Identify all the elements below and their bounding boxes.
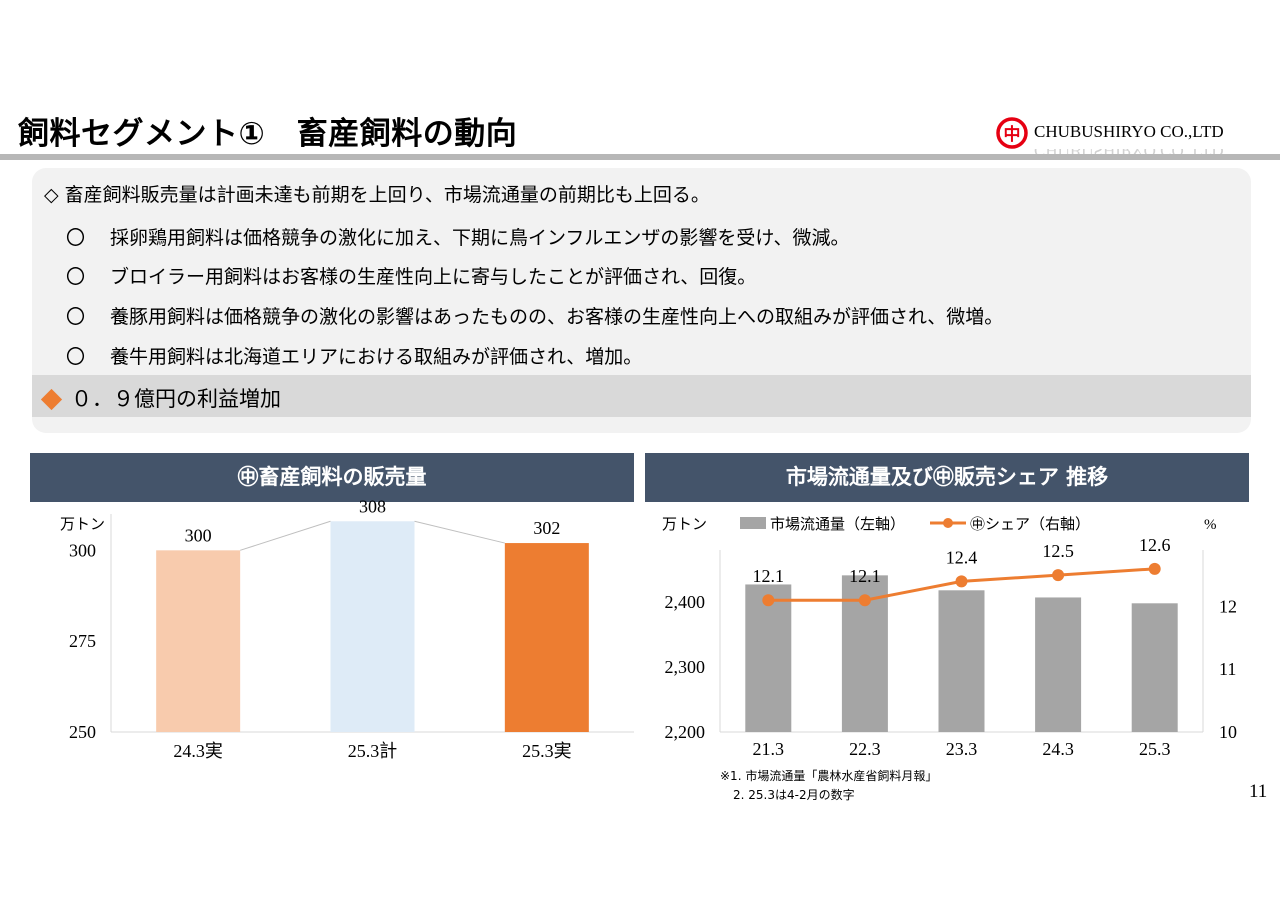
summary-item: 〇 採卵鶏用飼料は価格競争の激化に加え、下期に鳥インフルエンザの影響を受け、微減。 bbox=[66, 223, 849, 250]
profit-text: ０．９億円の利益増加 bbox=[71, 387, 281, 411]
footnote-2: 2. 25.3は4-2月の数字 bbox=[733, 788, 855, 802]
summary-item: 〇 養牛用飼料は北海道エリアにおける取組みが評価され、増加。 bbox=[66, 342, 642, 369]
share-point bbox=[955, 575, 968, 588]
y2-axis-label: % bbox=[1204, 517, 1217, 533]
share-point bbox=[762, 594, 775, 607]
header-rule bbox=[0, 154, 1280, 160]
y2-tick-label: 11 bbox=[1219, 659, 1236, 679]
bar bbox=[330, 521, 415, 732]
profit-line: ０．９億円の利益増加 bbox=[38, 383, 281, 413]
profit-band bbox=[32, 375, 1251, 417]
y-tick-label: 2,300 bbox=[665, 657, 706, 677]
bar-value-label: 300 bbox=[185, 525, 212, 545]
x-tick-label: 25.3実 bbox=[522, 741, 572, 761]
x-tick-label: 25.3計 bbox=[348, 741, 398, 761]
legend-bar-label: 市場流通量（左軸） bbox=[770, 516, 905, 533]
y2-tick-label: 12 bbox=[1219, 596, 1237, 616]
x-tick-label: 23.3 bbox=[946, 739, 978, 759]
share-point bbox=[858, 594, 871, 607]
bar bbox=[938, 590, 985, 732]
summary-item: 〇 ブロイラー用飼料はお客様の生産性向上に寄与したことが評価され、回復。 bbox=[66, 262, 756, 289]
page-title: 飼料セグメント① 畜産飼料の動向 bbox=[18, 116, 518, 152]
bar bbox=[156, 550, 241, 732]
company-logo: 中 bbox=[996, 117, 1028, 149]
legend-line-label: ㊥シェア（右軸） bbox=[970, 516, 1090, 533]
y-tick-label: 275 bbox=[69, 631, 96, 651]
bar bbox=[1035, 597, 1082, 732]
footnote-1: ※1. 市場流通量「農林水産省飼料月報」 bbox=[720, 769, 938, 783]
legend-line-marker bbox=[943, 518, 953, 528]
bar bbox=[504, 543, 589, 732]
bar-connector-line bbox=[414, 520, 505, 544]
bar-connector-line bbox=[240, 520, 331, 551]
y-tick-label: 250 bbox=[69, 722, 96, 742]
x-tick-label: 25.3 bbox=[1139, 739, 1171, 759]
share-value-label: 12.1 bbox=[753, 566, 785, 586]
legend-bar-swatch bbox=[740, 517, 766, 529]
bullet-circle: 〇 bbox=[66, 306, 86, 328]
bar-value-label: 302 bbox=[533, 518, 560, 538]
company-name: CHUBUSHIRYO CO.,LTD bbox=[1034, 122, 1224, 141]
summary-item-text: 採卵鶏用飼料は価格競争の激化に加え、下期に鳥インフルエンザの影響を受け、微減。 bbox=[110, 227, 850, 249]
bullet-circle: 〇 bbox=[66, 227, 86, 249]
x-tick-label: 22.3 bbox=[849, 739, 881, 759]
summary-main: ◇ 畜産飼料販売量は計画未達も前期を上回り、市場流通量の前期比も上回る。 bbox=[44, 184, 710, 206]
y-axis-label: 万トン bbox=[60, 517, 105, 533]
x-tick-label: 24.3実 bbox=[173, 741, 223, 761]
x-tick-label: 24.3 bbox=[1042, 739, 1074, 759]
y-tick-label: 300 bbox=[69, 540, 96, 560]
bullet-circle: 〇 bbox=[66, 346, 86, 368]
y2-tick-label: 10 bbox=[1219, 722, 1237, 742]
share-value-label: 12.5 bbox=[1042, 541, 1074, 561]
x-tick-label: 21.3 bbox=[753, 739, 785, 759]
share-value-label: 12.1 bbox=[849, 566, 881, 586]
y-tick-label: 2,200 bbox=[665, 722, 706, 742]
svg-text:中: 中 bbox=[1004, 124, 1021, 145]
y-axis-label: 万トン bbox=[662, 517, 707, 533]
share-point bbox=[1052, 569, 1065, 582]
bar-value-label: 308 bbox=[359, 496, 386, 516]
share-value-label: 12.6 bbox=[1139, 535, 1171, 555]
summary-item: 〇 養豚用飼料は価格競争の激化の影響はあったものの、お客様の生産性向上への取組みが… bbox=[66, 302, 1003, 329]
share-value-label: 12.4 bbox=[946, 547, 978, 567]
bar bbox=[1131, 603, 1178, 732]
chart-title-sales-volume: ㊥畜産飼料の販売量 bbox=[30, 453, 634, 502]
share-point bbox=[1148, 562, 1161, 575]
y-tick-label: 2,400 bbox=[665, 592, 706, 612]
page-number: 11 bbox=[1249, 781, 1268, 802]
bullet-circle: 〇 bbox=[66, 266, 86, 288]
bar bbox=[745, 584, 792, 732]
summary-item-text: 養豚用飼料は価格競争の激化の影響はあったものの、お客様の生産性向上への取組みが評… bbox=[110, 306, 1004, 328]
summary-item-text: 養牛用飼料は北海道エリアにおける取組みが評価され、増加。 bbox=[110, 346, 643, 368]
chart-title-market-share: 市場流通量及び㊥販売シェア 推移 bbox=[645, 453, 1249, 502]
summary-item-text: ブロイラー用飼料はお客様の生産性向上に寄与したことが評価され、回復。 bbox=[110, 266, 757, 288]
